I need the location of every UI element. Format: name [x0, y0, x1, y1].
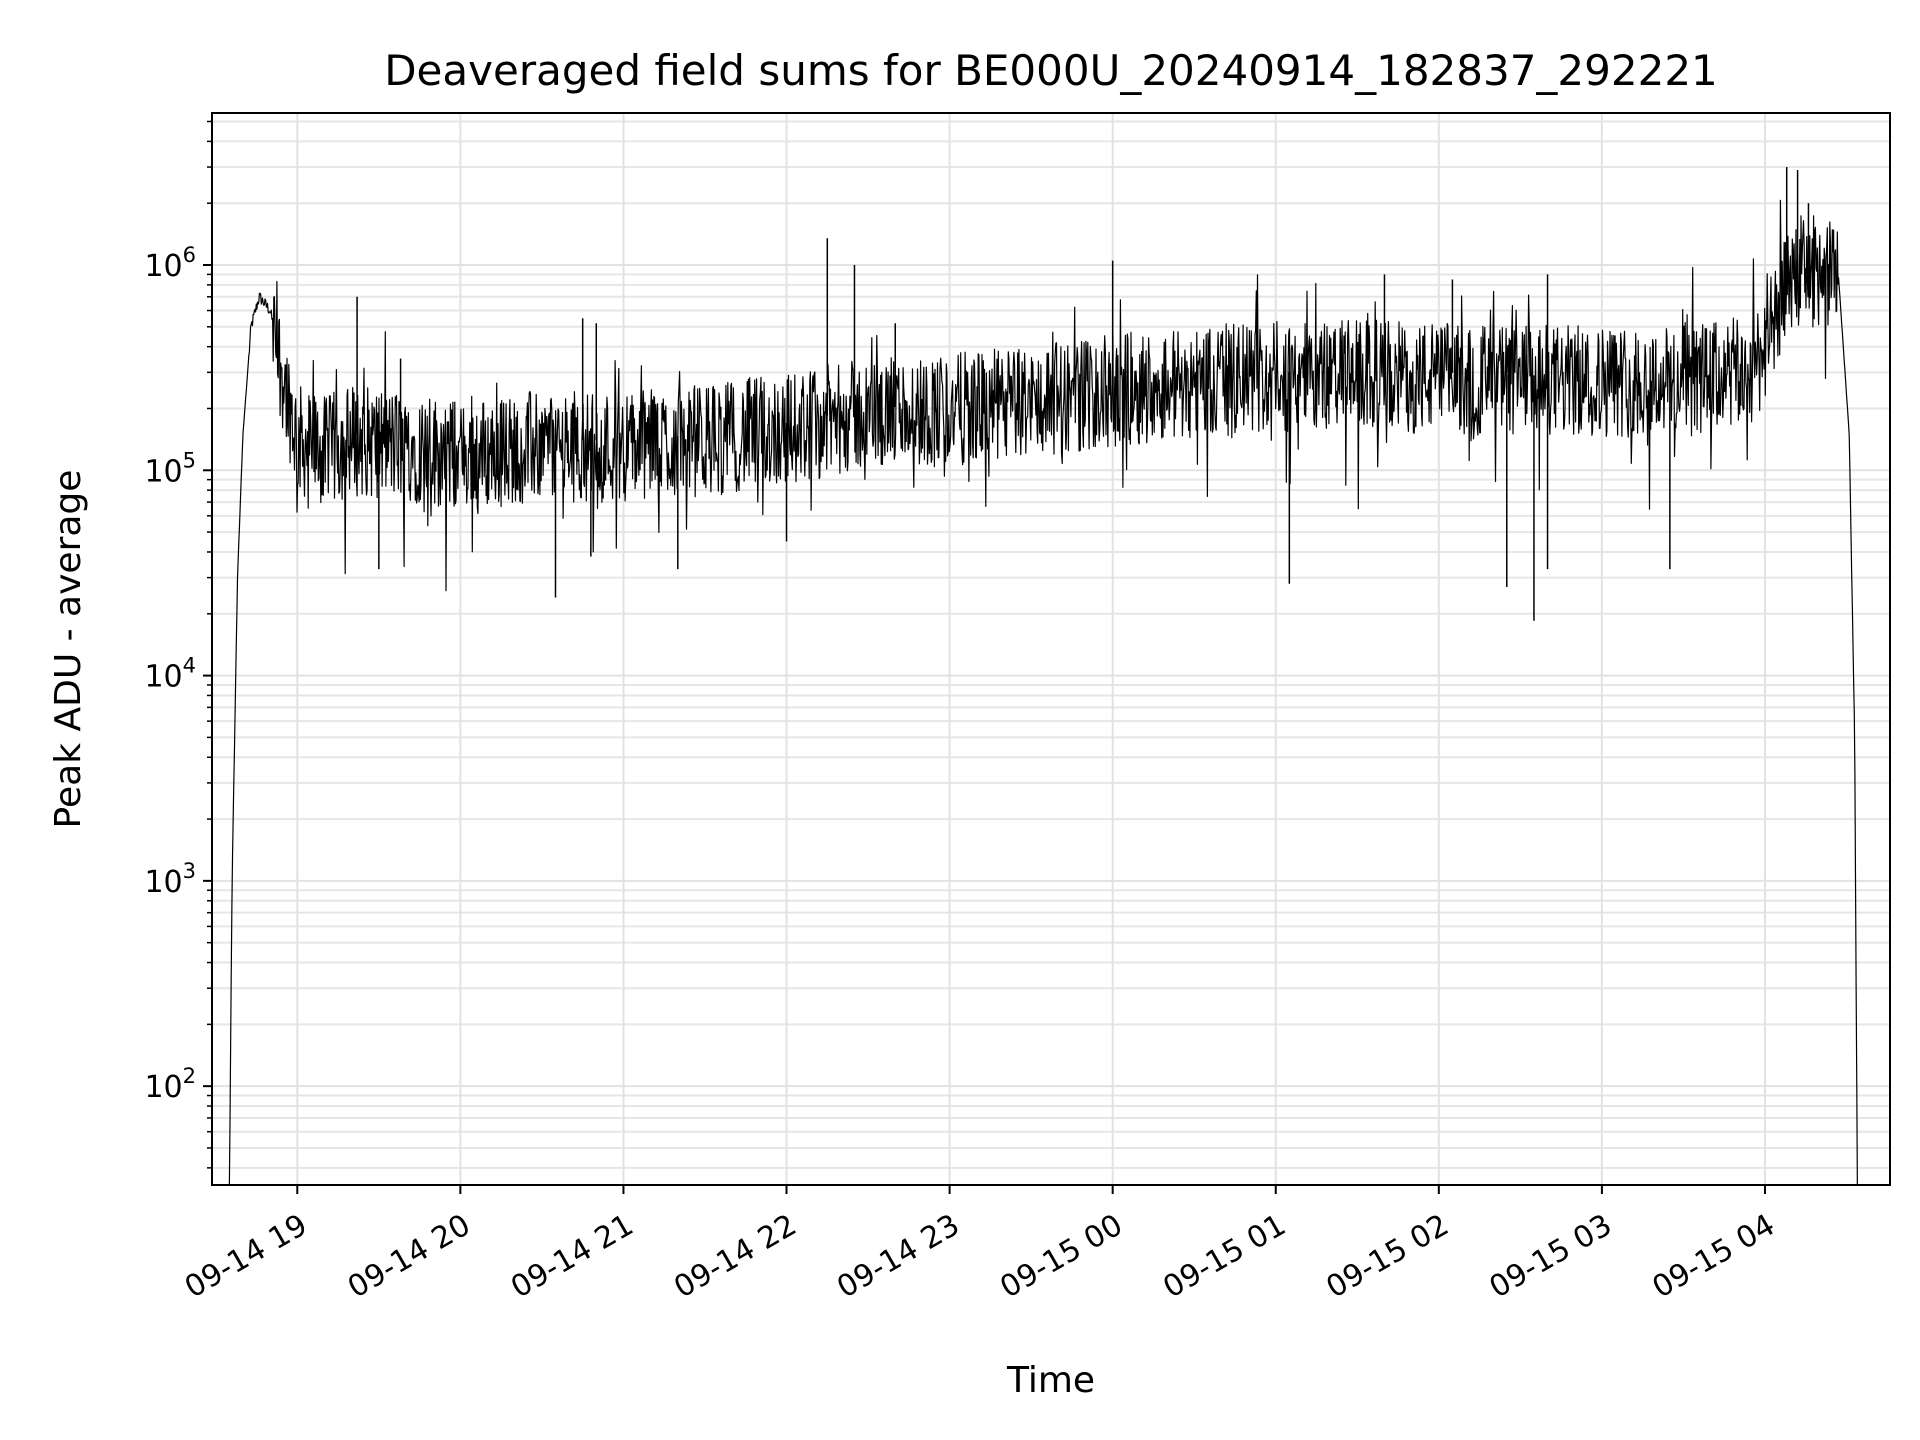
plot-frame — [211, 112, 1891, 1186]
y-tick-label: 105 — [144, 448, 196, 489]
y-tick-label: 106 — [144, 243, 196, 284]
chart-title: Deaveraged field sums for BE000U_2024091… — [384, 46, 1718, 95]
y-tick-label: 103 — [144, 859, 196, 900]
grid — [212, 113, 1890, 1185]
series-line — [228, 199, 1858, 1185]
y-tick-label: 102 — [144, 1064, 196, 1105]
y-axis: 102 103 104 105 106 — [144, 120, 212, 1169]
y-axis-label: Peak ADU - average — [48, 470, 89, 829]
x-axis-label: Time — [1006, 1360, 1095, 1401]
series-layer — [228, 167, 1858, 1185]
y-tick-label: 104 — [144, 654, 196, 695]
